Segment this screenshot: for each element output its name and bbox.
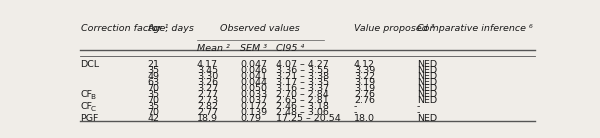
- Text: 3.27: 3.27: [197, 84, 218, 93]
- Text: 17.25 – 20.54: 17.25 – 20.54: [276, 114, 341, 123]
- Text: DCL: DCL: [80, 60, 100, 69]
- Text: PGF: PGF: [80, 114, 99, 123]
- Text: 63: 63: [147, 78, 159, 87]
- Text: 2.77: 2.77: [197, 108, 218, 117]
- Text: NED: NED: [417, 90, 437, 99]
- Text: 2.76: 2.76: [354, 90, 375, 99]
- Text: Value proposed ³: Value proposed ³: [354, 24, 434, 33]
- Text: -: -: [354, 102, 358, 111]
- Text: 2.48 – 3.06: 2.48 – 3.06: [276, 108, 329, 117]
- Text: 3.17 – 3.35: 3.17 – 3.35: [276, 78, 329, 87]
- Text: SEM ³: SEM ³: [240, 44, 267, 53]
- Text: 3.16 – 3.37: 3.16 – 3.37: [276, 84, 329, 93]
- Text: CF: CF: [80, 90, 92, 99]
- Text: 3.21 – 3.38: 3.21 – 3.38: [276, 72, 329, 81]
- Text: Age, days: Age, days: [147, 24, 194, 33]
- Text: 70: 70: [147, 84, 159, 93]
- Text: C: C: [91, 106, 95, 112]
- Text: 4.17: 4.17: [197, 60, 218, 69]
- Text: 2.82: 2.82: [197, 102, 218, 111]
- Text: 3.19: 3.19: [354, 84, 375, 93]
- Text: 3.30: 3.30: [197, 72, 218, 81]
- Text: 0.050: 0.050: [240, 84, 267, 93]
- Text: 3.45: 3.45: [197, 66, 218, 75]
- Text: CF: CF: [80, 102, 92, 111]
- Text: 3.26: 3.26: [197, 78, 218, 87]
- Text: 35: 35: [147, 66, 159, 75]
- Text: 2.73: 2.73: [197, 96, 218, 105]
- Text: 18.9: 18.9: [197, 114, 218, 123]
- Text: 2.77: 2.77: [197, 90, 218, 99]
- Text: CI95 ⁴: CI95 ⁴: [276, 44, 304, 53]
- Text: 0.047: 0.047: [240, 60, 267, 69]
- Text: 4.07 – 4.27: 4.07 – 4.27: [276, 60, 329, 69]
- Text: 0.033: 0.033: [240, 90, 268, 99]
- Text: 2.76: 2.76: [354, 96, 375, 105]
- Text: Comparative inference ⁶: Comparative inference ⁶: [417, 24, 533, 33]
- Text: 70: 70: [147, 96, 159, 105]
- Text: 2.70 – 2.84: 2.70 – 2.84: [276, 90, 329, 99]
- Text: NED: NED: [417, 60, 437, 69]
- Text: 2.65 – 2.81: 2.65 – 2.81: [276, 96, 329, 105]
- Text: 0.79: 0.79: [240, 114, 261, 123]
- Text: 0.041: 0.041: [240, 72, 267, 81]
- Text: B: B: [91, 94, 95, 100]
- Text: 35: 35: [147, 90, 159, 99]
- Text: -: -: [417, 102, 420, 111]
- Text: Mean ²: Mean ²: [197, 44, 230, 53]
- Text: 70: 70: [147, 108, 159, 117]
- Text: NED: NED: [417, 78, 437, 87]
- Text: Observed values: Observed values: [220, 24, 300, 33]
- Text: Correction factor ¹: Correction factor ¹: [80, 24, 168, 33]
- Text: NED: NED: [417, 84, 437, 93]
- Text: NED: NED: [417, 72, 437, 81]
- Text: 4.12: 4.12: [354, 60, 375, 69]
- Text: 3.19: 3.19: [354, 78, 375, 87]
- Text: -: -: [417, 108, 420, 117]
- Text: 0.046: 0.046: [240, 66, 267, 75]
- Text: 0.037: 0.037: [240, 96, 267, 105]
- Text: 3.39: 3.39: [354, 66, 375, 75]
- Text: 49: 49: [147, 72, 159, 81]
- Text: 18.0: 18.0: [354, 114, 375, 123]
- Text: 0.172: 0.172: [240, 102, 267, 111]
- Text: 0.044: 0.044: [240, 78, 267, 87]
- Text: NED: NED: [417, 96, 437, 105]
- Text: 0.139: 0.139: [240, 108, 267, 117]
- Text: 2.46 – 3.18: 2.46 – 3.18: [276, 102, 329, 111]
- Text: NED: NED: [417, 66, 437, 75]
- Text: 3.22: 3.22: [354, 72, 375, 81]
- Text: -: -: [354, 108, 358, 117]
- Text: 35: 35: [147, 102, 159, 111]
- Text: 3.36 – 3.55: 3.36 – 3.55: [276, 66, 329, 75]
- Text: NED: NED: [417, 114, 437, 123]
- Text: 21: 21: [147, 60, 159, 69]
- Text: 42: 42: [147, 114, 159, 123]
